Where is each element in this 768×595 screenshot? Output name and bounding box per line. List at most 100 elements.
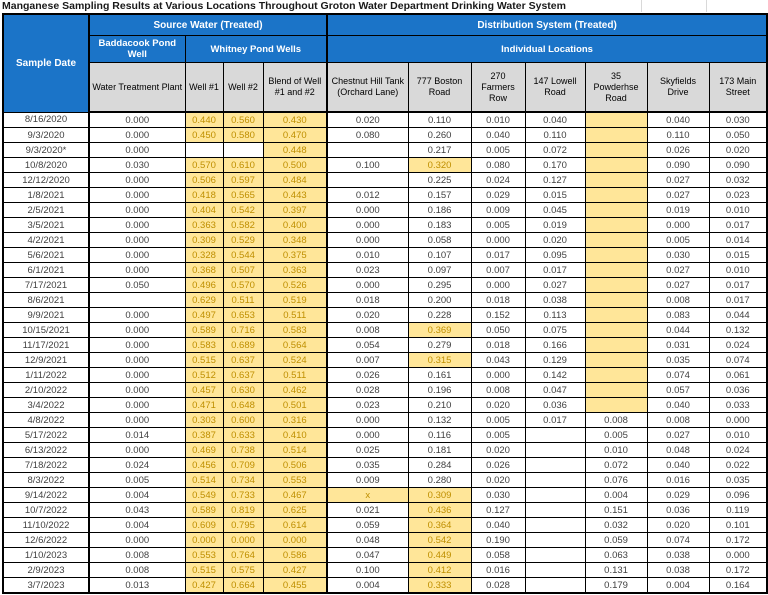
value-cell[interactable]: 0.589: [184, 322, 224, 338]
value-cell[interactable]: 0.164: [708, 577, 768, 594]
column-header-35-powderhse-road[interactable]: 35 Powderhse Road: [584, 62, 648, 113]
value-cell[interactable]: 0.000: [708, 412, 768, 428]
value-cell[interactable]: 0.110: [407, 111, 472, 128]
value-cell[interactable]: 0.059: [584, 532, 648, 548]
value-cell[interactable]: 0.637: [222, 352, 264, 368]
value-cell[interactable]: 0.017: [708, 292, 768, 308]
value-cell[interactable]: [584, 217, 648, 233]
sample-date-cell[interactable]: 1/8/2021: [2, 187, 90, 203]
sample-date-cell[interactable]: 3/4/2022: [2, 397, 90, 413]
value-cell[interactable]: 0.040: [470, 127, 526, 143]
value-cell[interactable]: 0.005: [470, 427, 526, 443]
value-cell[interactable]: 0.107: [407, 247, 472, 263]
value-cell[interactable]: [524, 547, 586, 563]
value-cell[interactable]: 0.023: [708, 187, 768, 203]
value-cell[interactable]: 0.819: [222, 502, 264, 518]
value-cell[interactable]: 0.564: [262, 337, 329, 353]
value-cell[interactable]: 0.026: [470, 457, 526, 473]
value-cell[interactable]: 0.008: [646, 292, 710, 308]
sample-date-cell[interactable]: 1/11/2022: [2, 367, 90, 383]
column-header-chestnut-hill-tank[interactable]: Chestnut Hill Tank (Orchard Lane): [326, 62, 409, 113]
value-cell[interactable]: 0.000: [326, 277, 409, 293]
value-cell[interactable]: 0.179: [584, 577, 648, 594]
value-cell[interactable]: 0.005: [470, 142, 526, 158]
value-cell[interactable]: 0.583: [262, 322, 329, 338]
value-cell[interactable]: 0.110: [646, 127, 710, 143]
value-cell[interactable]: 0.387: [184, 427, 224, 443]
value-cell[interactable]: 0.007: [470, 262, 526, 278]
value-cell[interactable]: 0.186: [407, 202, 472, 218]
value-cell[interactable]: 0.469: [184, 442, 224, 458]
value-cell[interactable]: 0.072: [524, 142, 586, 158]
value-cell[interactable]: 0.025: [326, 442, 409, 458]
sample-date-cell[interactable]: 10/7/2022: [2, 502, 90, 518]
value-cell[interactable]: 0.575: [222, 562, 264, 578]
value-cell[interactable]: 0.030: [88, 157, 186, 173]
value-cell[interactable]: 0.511: [222, 292, 264, 308]
value-cell[interactable]: 0.016: [470, 562, 526, 578]
sample-date-cell[interactable]: 5/17/2022: [2, 427, 90, 443]
value-cell[interactable]: 0.075: [524, 322, 586, 338]
value-cell[interactable]: 0.142: [524, 367, 586, 383]
value-cell[interactable]: 0.309: [184, 232, 224, 248]
value-cell[interactable]: [524, 442, 586, 458]
value-cell[interactable]: 0.027: [524, 277, 586, 293]
value-cell[interactable]: 0.131: [584, 562, 648, 578]
value-cell[interactable]: 0.449: [407, 547, 472, 563]
value-cell[interactable]: 0.038: [646, 547, 710, 563]
value-cell[interactable]: 0.027: [646, 262, 710, 278]
value-cell[interactable]: 0.033: [708, 397, 768, 413]
value-cell[interactable]: 0.020: [646, 517, 710, 533]
value-cell[interactable]: 0.404: [184, 202, 224, 218]
value-cell[interactable]: 0.225: [407, 172, 472, 188]
value-cell[interactable]: 0.083: [646, 307, 710, 323]
value-cell[interactable]: 0.597: [222, 172, 264, 188]
value-cell[interactable]: 0.057: [646, 382, 710, 398]
value-cell[interactable]: 0.043: [470, 352, 526, 368]
value-cell[interactable]: 0.000: [88, 442, 186, 458]
value-cell[interactable]: 0.048: [646, 442, 710, 458]
value-cell[interactable]: 0.363: [184, 217, 224, 233]
value-cell[interactable]: 0.035: [646, 352, 710, 368]
value-cell[interactable]: 0.284: [407, 457, 472, 473]
sample-date-cell[interactable]: 2/9/2023: [2, 562, 90, 578]
value-cell[interactable]: 0.012: [326, 187, 409, 203]
value-cell[interactable]: 0.600: [222, 412, 264, 428]
value-cell[interactable]: 0.183: [407, 217, 472, 233]
value-cell[interactable]: 0.497: [184, 307, 224, 323]
value-cell[interactable]: 0.000: [326, 412, 409, 428]
value-cell[interactable]: 0.507: [222, 262, 264, 278]
value-cell[interactable]: 0.709: [222, 457, 264, 473]
value-cell[interactable]: 0.000: [326, 217, 409, 233]
value-cell[interactable]: 0.519: [262, 292, 329, 308]
value-cell[interactable]: 0.418: [184, 187, 224, 203]
value-cell[interactable]: 0.320: [407, 157, 472, 173]
value-cell[interactable]: [524, 502, 586, 518]
value-cell[interactable]: 0.000: [88, 202, 186, 218]
column-header-water-treatment-plant[interactable]: Water Treatment Plant: [88, 62, 186, 113]
value-cell[interactable]: 0.328: [184, 247, 224, 263]
value-cell[interactable]: 0.017: [708, 277, 768, 293]
value-cell[interactable]: [584, 247, 648, 263]
value-cell[interactable]: 0.074: [708, 352, 768, 368]
value-cell[interactable]: 0.196: [407, 382, 472, 398]
value-cell[interactable]: 0.295: [407, 277, 472, 293]
sample-date-cell[interactable]: 7/18/2022: [2, 457, 90, 473]
value-cell[interactable]: 0.470: [262, 127, 329, 143]
baddacook-pond-well-header[interactable]: Baddacook Pond Well: [88, 35, 186, 63]
value-cell[interactable]: 0.005: [646, 232, 710, 248]
value-cell[interactable]: 0.000: [88, 337, 186, 353]
value-cell[interactable]: 0.190: [470, 532, 526, 548]
value-cell[interactable]: 0.080: [326, 127, 409, 143]
value-cell[interactable]: 0.000: [646, 217, 710, 233]
value-cell[interactable]: 0.544: [222, 247, 264, 263]
value-cell[interactable]: 0.090: [708, 157, 768, 173]
value-cell[interactable]: [88, 292, 186, 308]
value-cell[interactable]: 0.116: [407, 427, 472, 443]
value-cell[interactable]: 0.030: [646, 247, 710, 263]
sample-date-cell[interactable]: 3/7/2023: [2, 577, 90, 594]
value-cell[interactable]: 0.400: [262, 217, 329, 233]
value-cell[interactable]: [584, 367, 648, 383]
sample-date-cell[interactable]: 4/2/2021: [2, 232, 90, 248]
value-cell[interactable]: 0.200: [407, 292, 472, 308]
